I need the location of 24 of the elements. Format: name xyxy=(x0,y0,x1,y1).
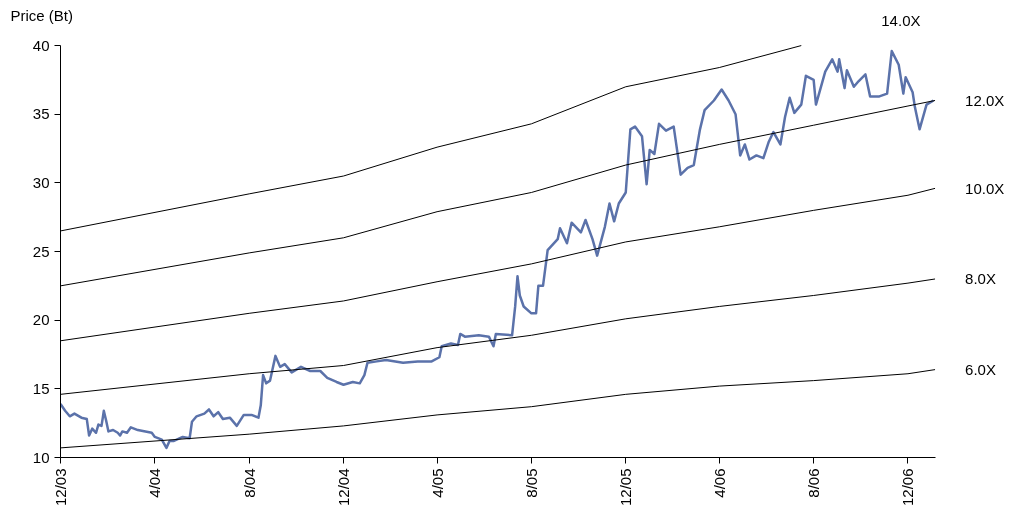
series-label: 12.0X xyxy=(965,92,1005,109)
y-tick-label: 20 xyxy=(32,311,50,329)
x-tick-label: 8/06 xyxy=(805,468,823,498)
series-label: 10.0X xyxy=(965,179,1005,197)
x-tick-label: 12/04 xyxy=(335,468,353,507)
line-series xyxy=(60,49,935,450)
y-tick-label: 40 xyxy=(32,36,50,54)
y-tick-label: 15 xyxy=(32,379,50,397)
x-tick-label: 8/04 xyxy=(240,468,258,498)
y-tick-label: 35 xyxy=(32,105,50,123)
y-tick-label: 10 xyxy=(32,448,50,466)
series-label: 8.0X xyxy=(965,270,996,288)
x-tick-label: 4/04 xyxy=(146,468,164,498)
x-tick-label: 12/03 xyxy=(52,468,69,507)
y-tick-label: 25 xyxy=(32,242,50,260)
x-tick-label: 4/05 xyxy=(428,468,446,498)
x-tick-label: 12/06 xyxy=(899,468,917,507)
x-tick-label: 8/05 xyxy=(522,468,540,498)
text: 14.0X xyxy=(881,12,921,30)
x-tick-label: 12/05 xyxy=(617,468,635,507)
y-axis-title: Price (Bt) xyxy=(10,6,74,24)
y-tick-label: 30 xyxy=(32,173,50,191)
series-label: 6.0X xyxy=(965,361,996,379)
x-tick-label: 4/06 xyxy=(710,468,728,498)
